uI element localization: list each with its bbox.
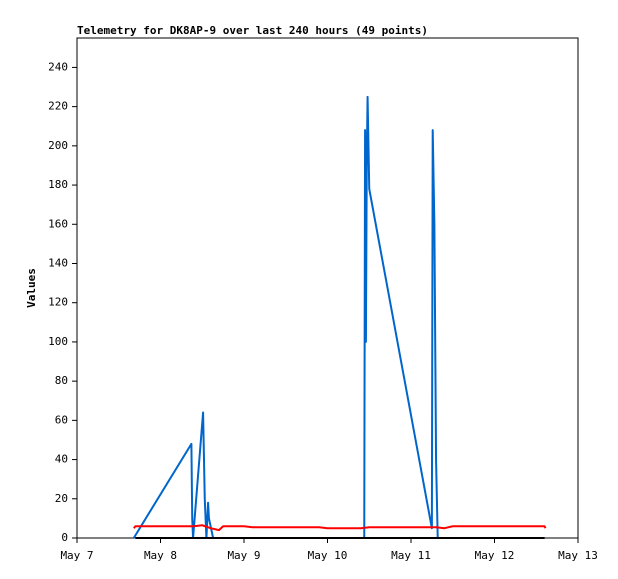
x-tick-label: May 9	[227, 549, 260, 562]
y-tick-label: 200	[48, 139, 68, 152]
y-tick-label: 220	[48, 100, 68, 113]
chart-title: Telemetry for DK8AP-9 over last 240 hour…	[77, 24, 428, 37]
x-tick-label: May 10	[308, 549, 348, 562]
y-axis-label: Values	[25, 268, 38, 308]
x-tick-label: May 13	[558, 549, 598, 562]
y-tick-label: 80	[55, 374, 68, 387]
y-tick-label: 100	[48, 335, 68, 348]
y-tick-label: 180	[48, 178, 68, 191]
y-tick-label: 60	[55, 413, 68, 426]
y-tick-label: 0	[61, 531, 68, 544]
y-tick-label: 40	[55, 453, 68, 466]
y-tick-label: 20	[55, 492, 68, 505]
y-tick-label: 240	[48, 60, 68, 73]
y-tick-label: 120	[48, 296, 68, 309]
x-tick-label: May 12	[475, 549, 515, 562]
series-line	[133, 524, 547, 532]
x-tick-label: May 11	[391, 549, 431, 562]
y-tick-label: 160	[48, 217, 68, 230]
x-tick-label: May 7	[60, 549, 93, 562]
series-line	[132, 95, 545, 539]
x-tick-label: May 8	[144, 549, 177, 562]
y-tick-label: 140	[48, 256, 68, 269]
